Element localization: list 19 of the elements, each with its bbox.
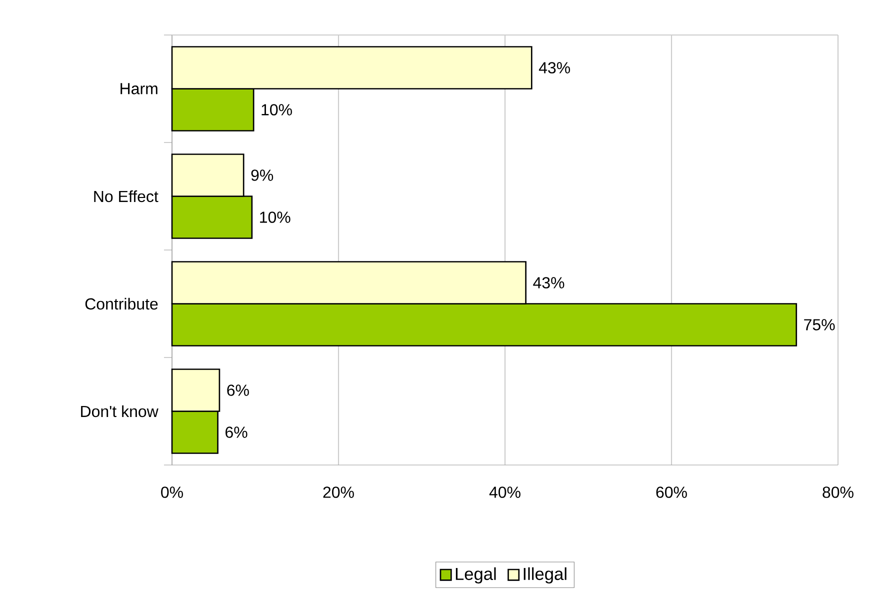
- data-label: 6%: [227, 384, 249, 396]
- legend-label: Legal: [456, 567, 496, 584]
- y-tick-label: Contribute: [85, 298, 158, 310]
- data-label: 43%: [538, 62, 570, 74]
- x-tick-label: 60%: [656, 486, 687, 498]
- data-label: 6%: [226, 426, 248, 438]
- x-tick-label: 0%: [161, 486, 183, 498]
- x-tick-label: 40%: [489, 486, 520, 498]
- data-label: 9%: [251, 170, 274, 181]
- data-label: 43%: [533, 277, 564, 288]
- y-tick-label: No Effect: [94, 190, 158, 202]
- data-label: 75%: [804, 319, 835, 330]
- y-tick-label: Harm: [120, 83, 158, 94]
- x-tick-label: 80%: [822, 486, 854, 498]
- data-label: 10%: [262, 104, 292, 116]
- x-tick-label: 20%: [323, 486, 354, 498]
- legend-label: Illegal: [524, 567, 566, 584]
- data-label: 10%: [260, 212, 290, 223]
- y-tick-label: Don't know: [81, 405, 158, 418]
